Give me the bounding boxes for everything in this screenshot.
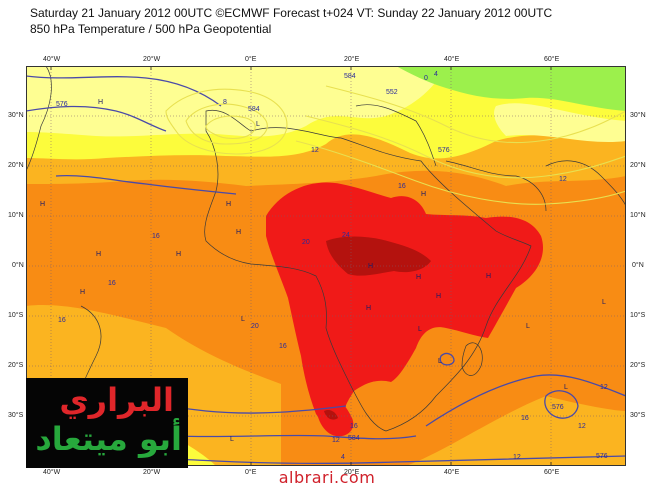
lon-label-bottom: 60°E	[544, 469, 560, 476]
lat-label-right: 10°N	[630, 212, 646, 219]
low-pressure-mark: L	[230, 436, 234, 443]
lat-label-right: 20°S	[630, 362, 646, 369]
high-pressure-mark: H	[98, 99, 103, 106]
lat-label-right: 10°S	[630, 312, 646, 319]
contour-label: 576	[56, 101, 68, 108]
contour-label: 12	[513, 454, 521, 461]
high-pressure-mark: H	[80, 289, 85, 296]
contour-label: 584	[344, 73, 356, 80]
contour-label: 8	[223, 99, 227, 106]
coastlines	[26, 66, 626, 466]
contour-east-south	[425, 374, 626, 427]
high-pressure-mark: H	[368, 263, 373, 270]
site-watermark: albrari.com	[278, 468, 376, 487]
high-pressure-mark: H	[421, 191, 426, 198]
lat-label-right: 30°S	[630, 412, 646, 419]
contour-label: 12	[578, 423, 586, 430]
low-pressure-mark: L	[564, 384, 568, 391]
lon-label-bottom: 0°E	[245, 469, 257, 476]
logo-line-2: أبو ميتعاد	[35, 420, 182, 458]
fill-light-yellow	[26, 66, 446, 137]
forecast-subtitle: 850 hPa Temperature / 500 hPa Geopotenti…	[30, 22, 272, 36]
map-frame	[26, 66, 626, 466]
high-pressure-mark: H	[416, 274, 421, 281]
lat-label-left: 20°N	[8, 162, 24, 169]
high-pressure-mark: H	[366, 305, 371, 312]
lat-label-left: 0°N	[12, 262, 24, 269]
contour-label: 16	[152, 233, 160, 240]
lat-label-left: 30°N	[8, 112, 24, 119]
contour-label: 24	[342, 232, 350, 239]
high-pressure-mark: H	[236, 229, 241, 236]
low-pressure-mark: L	[418, 326, 422, 333]
contour-label: 16	[521, 415, 529, 422]
contour-label: 4	[341, 454, 345, 461]
lat-label-left: 30°S	[8, 412, 24, 419]
lon-label-top: 40°E	[444, 56, 460, 63]
lon-label-top: 20°W	[143, 56, 161, 63]
contour-label: 20	[251, 323, 259, 330]
logo-line-1: البراري	[59, 381, 174, 419]
lat-label-left: 10°S	[8, 312, 24, 319]
low-pressure-mark: L	[241, 316, 245, 323]
lon-label-top: 0°E	[245, 56, 257, 63]
high-pressure-mark: H	[226, 201, 231, 208]
high-pressure-mark: H	[96, 251, 101, 258]
low-pressure-mark: L	[438, 358, 442, 365]
fill-green	[396, 66, 626, 111]
high-pressure-mark: H	[40, 201, 45, 208]
lon-label-top: 40°W	[43, 56, 61, 63]
contour-label: 0	[424, 75, 428, 82]
lon-label-top: 20°E	[344, 56, 360, 63]
contour-label: 552	[386, 89, 398, 96]
fill-light-orange-southeast	[406, 396, 626, 466]
lon-label-top: 60°E	[544, 56, 560, 63]
contour-label: 576	[438, 147, 450, 154]
contour-label: 12	[332, 437, 340, 444]
contour-east-low	[544, 390, 579, 419]
fill-light-yellow-east	[494, 103, 626, 143]
contour-label: 4	[434, 71, 438, 78]
high-pressure-mark: H	[436, 293, 441, 300]
lat-lon-grid	[26, 66, 626, 466]
lon-label-bottom: 20°E	[344, 469, 360, 476]
high-pressure-mark: H	[176, 251, 181, 258]
lat-label-left: 10°N	[8, 212, 24, 219]
high-pressure-mark: H	[486, 273, 491, 280]
contour-label: 584	[248, 106, 260, 113]
contour-label: 16	[398, 183, 406, 190]
lon-label-bottom: 20°W	[143, 469, 161, 476]
fill-dark-red-south	[324, 409, 338, 420]
contour-label: 12	[559, 176, 567, 183]
contour-label: 16	[350, 423, 358, 430]
lat-label-left: 20°S	[8, 362, 24, 369]
lat-label-right: 20°N	[630, 162, 646, 169]
contour-label: 16	[58, 317, 66, 324]
lat-label-right: 30°N	[630, 112, 646, 119]
contour-large-west	[55, 175, 237, 195]
contour-label: 16	[108, 280, 116, 287]
thermal-lines	[165, 85, 626, 205]
contour-label: 12	[600, 384, 608, 391]
lat-label-right: 0°N	[632, 262, 644, 269]
contour-label: 20	[302, 239, 310, 246]
low-pressure-mark: L	[256, 121, 260, 128]
contour-label: 584	[348, 435, 360, 442]
contour-labels: 576 584 8 12 584 4 552 0 576 12 16 20 24…	[56, 71, 608, 461]
albrari-logo: البراري أبو ميتعاد	[26, 378, 188, 468]
low-pressure-mark: L	[602, 299, 606, 306]
contour-label: 576	[596, 453, 608, 460]
contour-584	[26, 105, 167, 132]
contour-label: 12	[311, 147, 319, 154]
contour-small-low	[439, 352, 455, 366]
low-pressure-mark: L	[526, 323, 530, 330]
contour-label: 16	[279, 343, 287, 350]
lon-label-bottom: 40°E	[444, 469, 460, 476]
contour-label: 576	[552, 404, 564, 411]
lon-label-bottom: 40°W	[43, 469, 61, 476]
forecast-title: Saturday 21 January 2012 00UTC ©ECMWF Fo…	[30, 6, 553, 20]
